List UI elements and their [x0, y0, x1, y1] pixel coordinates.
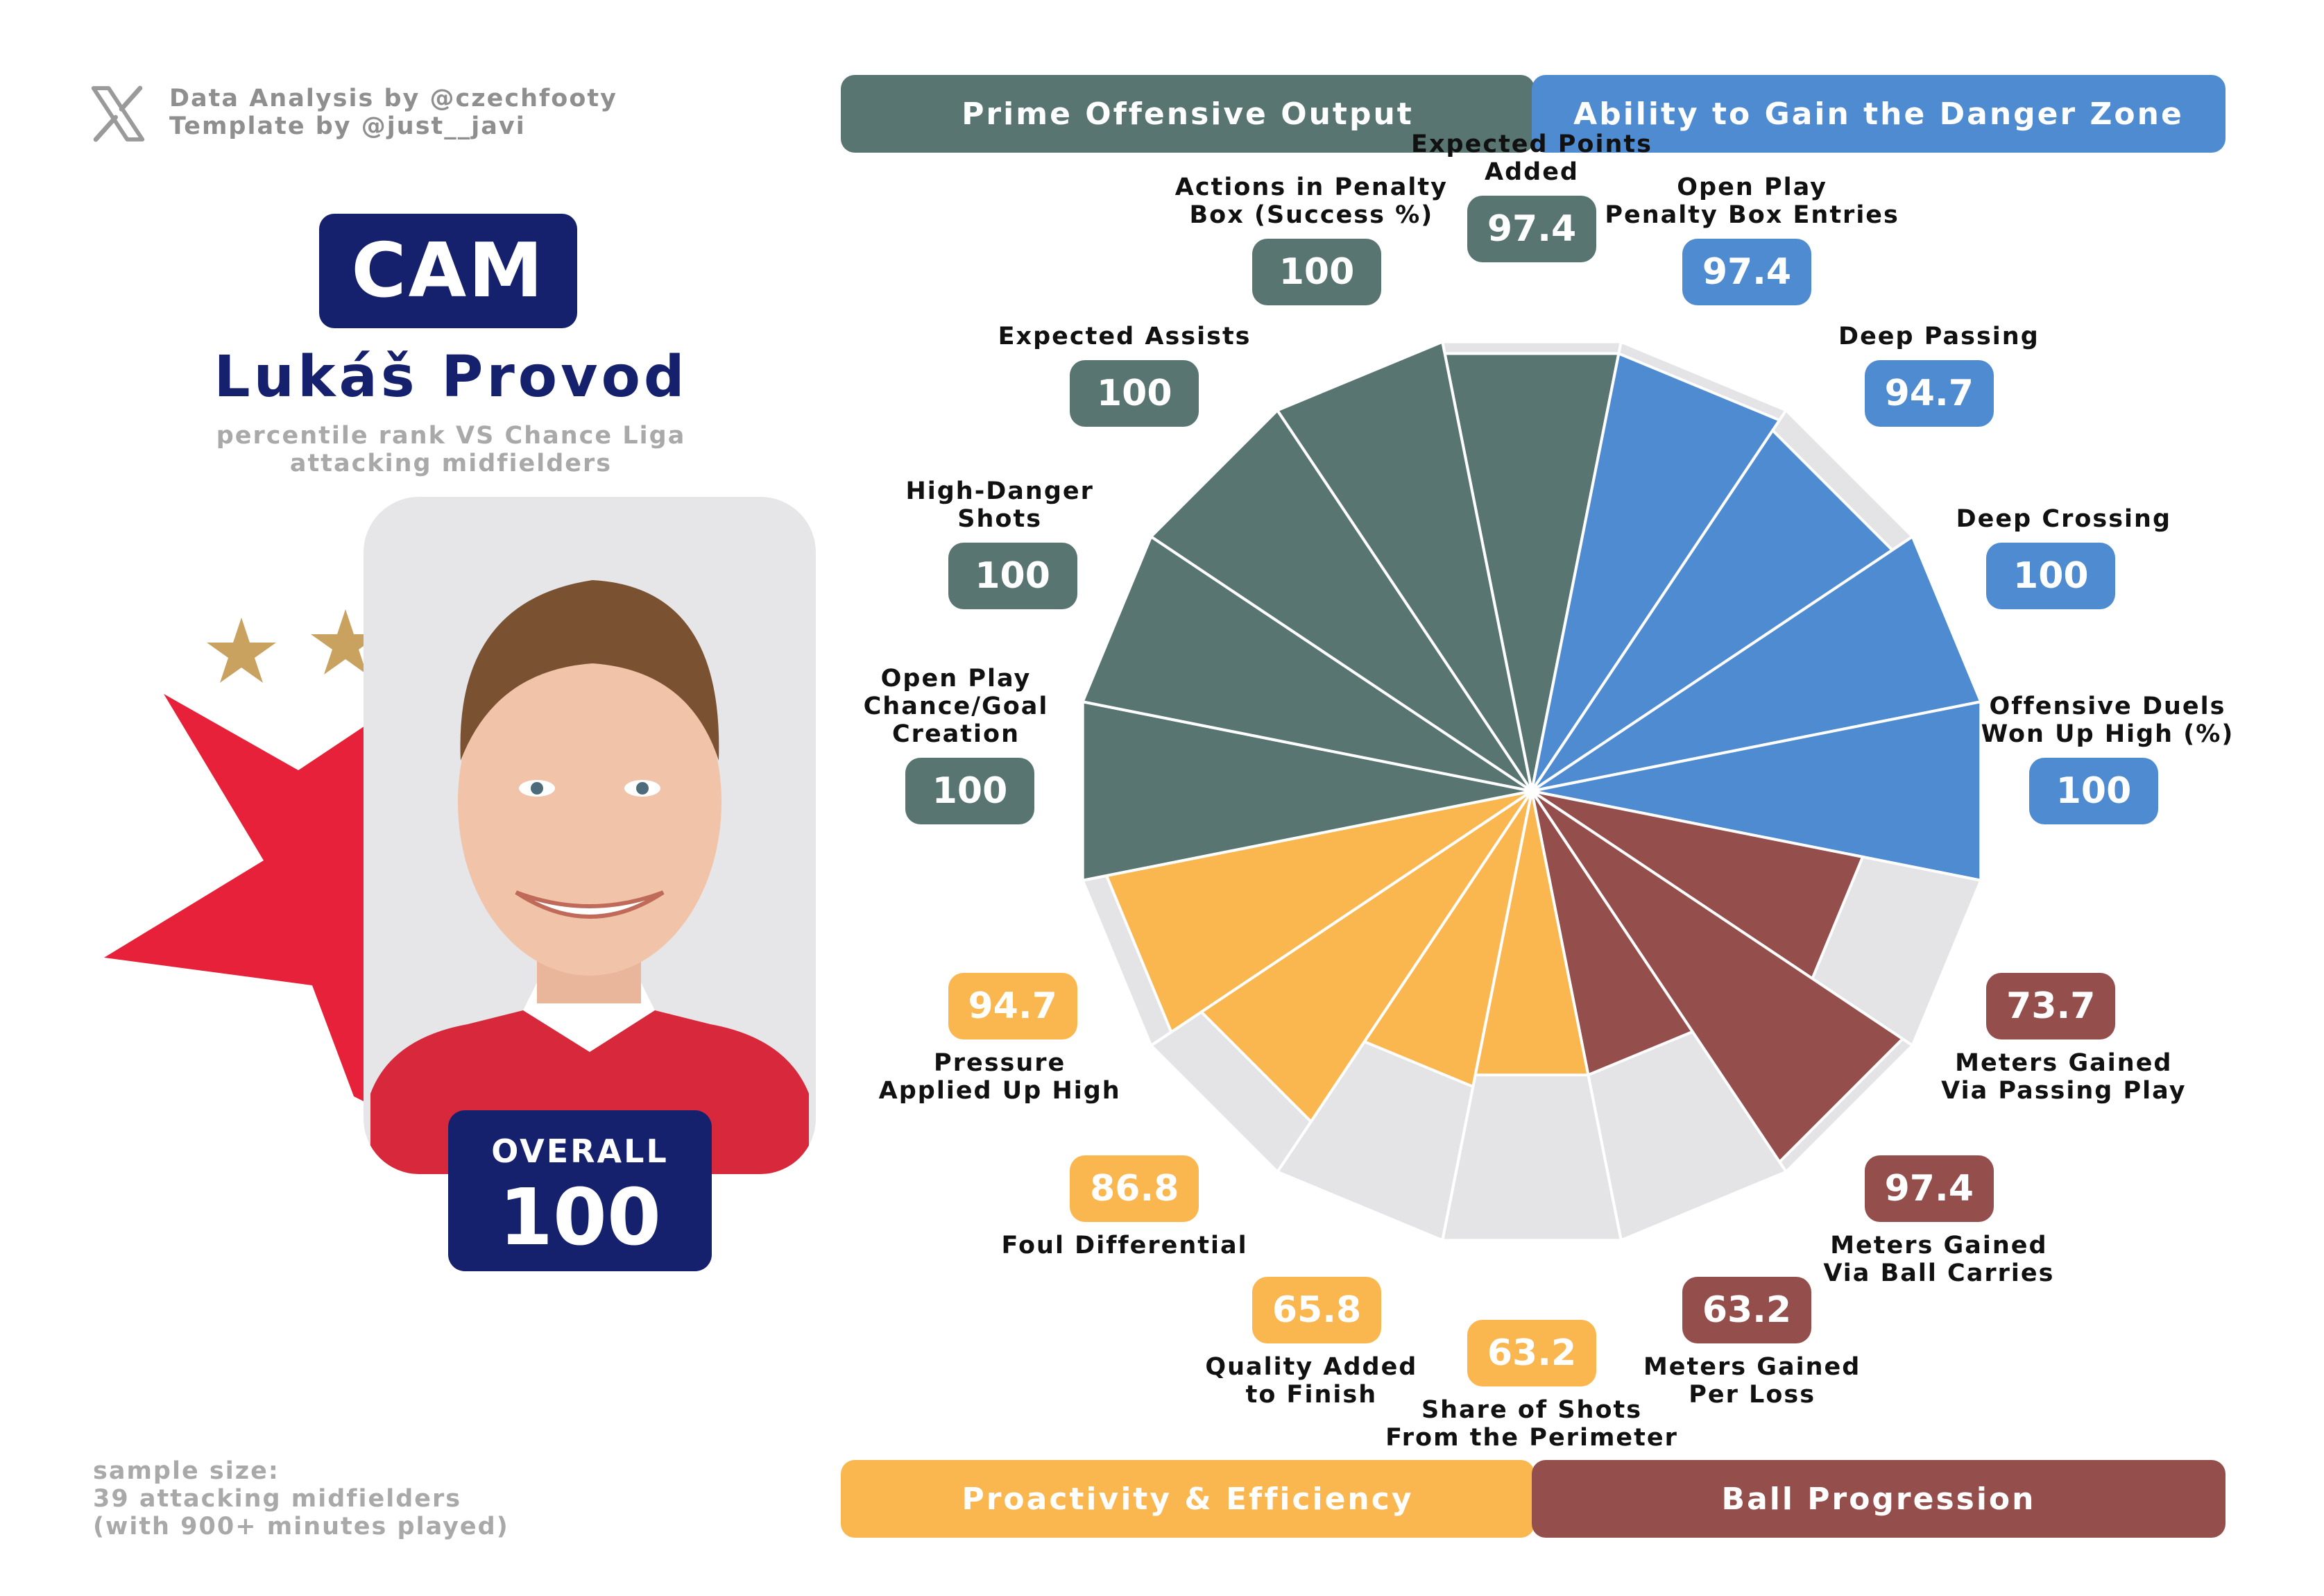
metric-13-label-line: Open Play: [880, 665, 1032, 693]
metric-12-label-line: Applied Up High: [878, 1076, 1121, 1105]
overall-value: 100: [499, 1173, 661, 1263]
metric-3-value-pill: 94.7: [1864, 360, 1994, 427]
metric-14-label: High-Danger Shots: [840, 477, 1159, 533]
metric-10-label-line: Quality Added: [1205, 1353, 1418, 1382]
metric-15-label-line: Expected Assists: [998, 323, 1251, 351]
metric-6-label: Meters Gained Via Passing Play: [1904, 1049, 2223, 1105]
metric-10-label: Quality Added to Finish: [1152, 1353, 1471, 1409]
metric-13-label-line: Chance/Goal: [863, 693, 1049, 720]
metric-5-label-line: Won Up High (%): [1981, 720, 2235, 748]
x-logo-icon: [91, 85, 145, 142]
group-header-danger-zone: Ability to Gain the Danger Zone: [1532, 75, 2225, 153]
metric-9-label-line: Share of Shots: [1421, 1396, 1643, 1424]
metric-4-value-pill: 100: [1986, 543, 2116, 610]
metric-4-label-line: Deep Crossing: [1956, 505, 2172, 534]
overall-badge: OVERALL 100: [448, 1110, 712, 1271]
metric-7-label-line: Meters Gained: [1830, 1231, 2048, 1259]
metric-11-label-line: Foul Differential: [1001, 1231, 1248, 1259]
metric-12-label: Pressure Applied Up High: [840, 1049, 1159, 1105]
metric-14-label-line: Shots: [957, 505, 1043, 534]
metric-8-label-line: Per Loss: [1689, 1381, 1816, 1409]
metric-13-label: Open Play Chance/Goal Creation: [796, 665, 1116, 748]
sample-size-title: sample size:: [93, 1457, 280, 1485]
credit-data-analysis: Data Analysis by @czechfooty: [169, 85, 617, 112]
metric-16-bar: [1275, 339, 1533, 792]
metric-14-value-pill: 100: [948, 543, 1077, 610]
metric-7-value-pill: 97.4: [1864, 1155, 1994, 1222]
metric-5-label-line: Offensive Duels: [1989, 693, 2226, 720]
subtitle-line-1: percentile rank VS Chance Liga: [216, 422, 686, 450]
metric-5-label: Offensive Duels Won Up High (%): [1948, 693, 2267, 748]
metric-1-label-line: Expected Points: [1411, 130, 1652, 158]
club-star-logo-icon: [104, 609, 382, 1110]
metric-9-value-pill: 63.2: [1467, 1320, 1596, 1386]
metric-15-value-pill: 100: [1070, 360, 1199, 427]
overall-label: OVERALL: [491, 1132, 669, 1170]
metric-9-label: Share of Shots From the Perimeter: [1372, 1396, 1691, 1452]
group-header-offensive-output: Prime Offensive Output: [841, 75, 1535, 153]
metric-13-value-pill: 100: [905, 758, 1034, 824]
metric-11-label: Foul Differential: [965, 1232, 1284, 1259]
metric-1-label: Expected Points Added: [1372, 130, 1691, 186]
metric-2-label-line: Penalty Box Entries: [1605, 201, 1899, 229]
metric-2-label-line: Open Play: [1677, 173, 1827, 201]
metric-8-value-pill: 63.2: [1682, 1277, 1811, 1344]
metric-6-value-pill: 73.7: [1986, 972, 2116, 1039]
metric-9-label-line: From the Perimeter: [1385, 1424, 1678, 1452]
metric-8-label-line: Meters Gained: [1643, 1353, 1861, 1382]
subtitle-line-2: attacking midfielders: [289, 450, 613, 477]
metric-8-label: Meters Gained Per Loss: [1593, 1353, 1912, 1409]
position-badge: CAM: [319, 214, 577, 328]
metric-4-label: Deep Crossing: [1904, 505, 2223, 533]
credit-template: Template by @just__javi: [169, 112, 526, 140]
metric-16-value-pill: 100: [1252, 238, 1382, 305]
metric-16-label-line: Actions in Penalty: [1174, 173, 1448, 201]
metric-1-label-line: Added: [1485, 158, 1579, 186]
metric-5-value-pill: 100: [2029, 758, 2158, 824]
sample-size-count: 39 attacking midfielders: [93, 1485, 462, 1513]
metric-3-label: Deep Passing: [1779, 323, 2099, 350]
group-header-ball-progression: Ball Progression: [1532, 1460, 2225, 1538]
metric-13-label-line: Creation: [892, 720, 1020, 748]
metric-11-value-pill: 86.8: [1070, 1155, 1199, 1222]
metric-6-label-line: Meters Gained: [1955, 1049, 2173, 1077]
metric-10-label-line: to Finish: [1245, 1381, 1378, 1409]
sample-size-minutes: (with 900+ minutes played): [93, 1513, 509, 1540]
metric-14-label-line: High-Danger: [905, 477, 1094, 506]
metric-2-value-pill: 97.4: [1682, 238, 1811, 305]
metric-12-label-line: Pressure: [934, 1049, 1066, 1077]
metric-10-value-pill: 65.8: [1252, 1277, 1382, 1344]
metric-3-label-line: Deep Passing: [1838, 323, 2040, 351]
metric-16-label: Actions in Penalty Box (Success %): [1152, 173, 1471, 229]
metric-15-label: Expected Assists: [965, 323, 1284, 350]
metric-7-label: Meters Gained Via Ball Carries: [1779, 1232, 2099, 1287]
metric-16-label-line: Box (Success %): [1189, 201, 1434, 229]
metric-2-label: Open Play Penalty Box Entries: [1593, 173, 1912, 229]
metric-7-label-line: Via Ball Carries: [1823, 1259, 2055, 1287]
group-header-proactivity: Proactivity & Efficiency: [841, 1460, 1535, 1538]
metric-1-value-pill: 97.4: [1467, 196, 1596, 262]
player-name: Lukáš Provod: [214, 344, 688, 410]
metric-12-value-pill: 94.7: [948, 972, 1077, 1039]
metric-6-label-line: Via Passing Play: [1941, 1076, 2187, 1105]
